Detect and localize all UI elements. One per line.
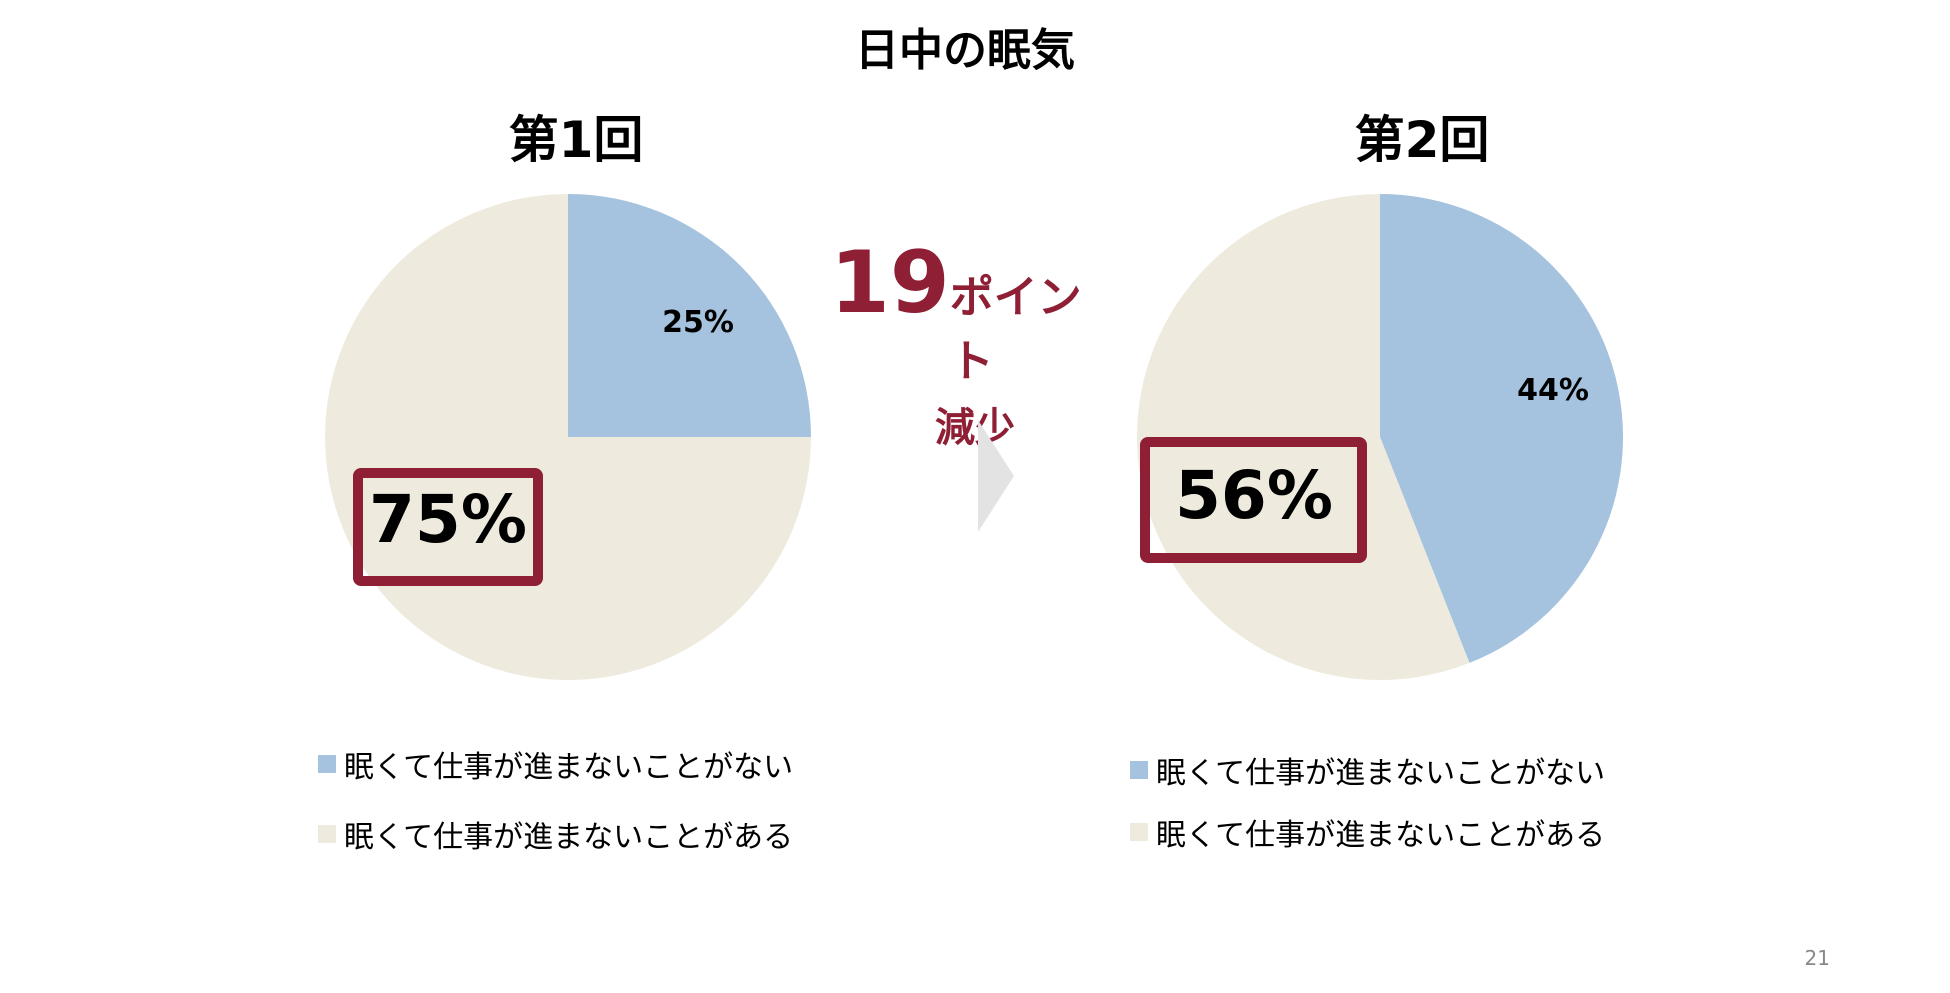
pie-slice-no-sleepiness xyxy=(1380,194,1623,663)
page-title: 日中の眠気 xyxy=(855,25,1075,76)
arrow-right-icon xyxy=(978,420,1014,532)
legend-swatch-beige xyxy=(1130,823,1148,841)
legend-item: 眠くて仕事が進まないことがある xyxy=(1130,810,1605,854)
legend-swatch-beige xyxy=(318,825,336,843)
change-points-number: 19 xyxy=(830,233,950,333)
pie-data-label: 25% xyxy=(662,305,734,340)
chart-1-title: 第1回 xyxy=(508,111,644,169)
pie-data-label-highlight: 56% xyxy=(1175,457,1333,534)
pie-chart-2: 44% 56% xyxy=(1137,194,1623,680)
legend-label: 眠くて仕事が進まないことがない xyxy=(344,750,794,785)
legend-item: 眠くて仕事が進まないことがない xyxy=(1130,748,1605,792)
page-number: 21 xyxy=(1804,946,1830,970)
legend-2: 眠くて仕事が進まないことがない 眠くて仕事が進まないことがある xyxy=(1130,748,1605,854)
pie-slice-sleepiness xyxy=(325,194,811,680)
legend-swatch-blue xyxy=(318,755,336,773)
pie-data-label-highlight: 75% xyxy=(369,481,527,558)
legend-swatch-blue xyxy=(1130,761,1148,779)
legend-item: 眠くて仕事が進まないことがある xyxy=(318,812,793,856)
pie-chart-1: 25% 75% xyxy=(325,194,811,680)
legend-label: 眠くて仕事が進まないことがある xyxy=(1156,818,1606,853)
change-points-unit: ポイント xyxy=(949,272,1082,387)
highlight-box xyxy=(1140,437,1367,563)
legend-label: 眠くて仕事が進まないことがない xyxy=(1156,756,1606,791)
legend-1: 眠くて仕事が進まないことがない 眠くて仕事が進まないことがある xyxy=(318,742,793,856)
legend-item: 眠くて仕事が進まないことがない xyxy=(318,742,793,786)
pie-data-label: 44% xyxy=(1517,373,1589,408)
highlight-box xyxy=(353,468,543,586)
legend-label: 眠くて仕事が進まないことがある xyxy=(344,820,794,855)
change-callout: 19 ポイント 減少 xyxy=(830,240,1120,453)
chart-2-title: 第2回 xyxy=(1354,111,1490,169)
pie-slice-no-sleepiness xyxy=(568,194,811,437)
change-direction: 減少 xyxy=(935,405,1015,451)
